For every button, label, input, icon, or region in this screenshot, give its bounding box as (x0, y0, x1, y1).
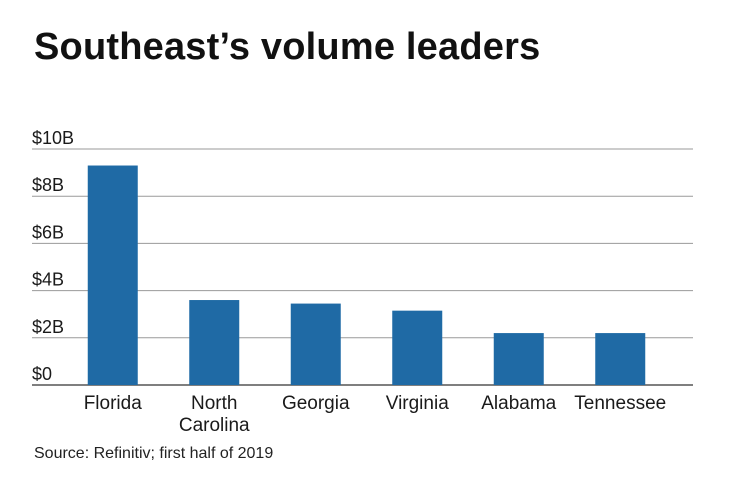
y-tick-label: $0 (32, 364, 52, 384)
bar-virginia (392, 310, 443, 385)
x-tick-label: Virginia (386, 393, 449, 414)
source-note: Source: Refinitiv; first half of 2019 (34, 445, 274, 462)
y-tick-label: $8B (32, 175, 64, 195)
chart-title: Southeast’s volume leaders (34, 26, 541, 68)
bar-tennessee (595, 333, 646, 385)
y-tick-label: $10B (32, 128, 74, 148)
bar-florida (87, 165, 138, 385)
bar-north-carolina (189, 300, 240, 385)
x-tick-label: Tennessee (574, 393, 666, 414)
x-tick-label: Florida (84, 393, 143, 414)
bar-georgia (290, 303, 341, 385)
x-tick-label: Georgia (282, 393, 350, 414)
bar-alabama (493, 333, 544, 385)
bars (87, 165, 646, 385)
y-tick-label: $6B (32, 222, 64, 242)
y-tick-label: $2B (32, 317, 64, 337)
y-axis-tick-labels: $0 $2B $4B $6B $8B $10B (32, 128, 74, 384)
x-tick-label: Alabama (481, 393, 556, 414)
x-axis-tick-labels: Florida North Carolina Georgia Virginia Alaba… (84, 393, 666, 436)
x-tick-label: North Carolina (179, 393, 250, 436)
y-tick-label: $4B (32, 270, 64, 290)
gridlines (32, 148, 693, 386)
